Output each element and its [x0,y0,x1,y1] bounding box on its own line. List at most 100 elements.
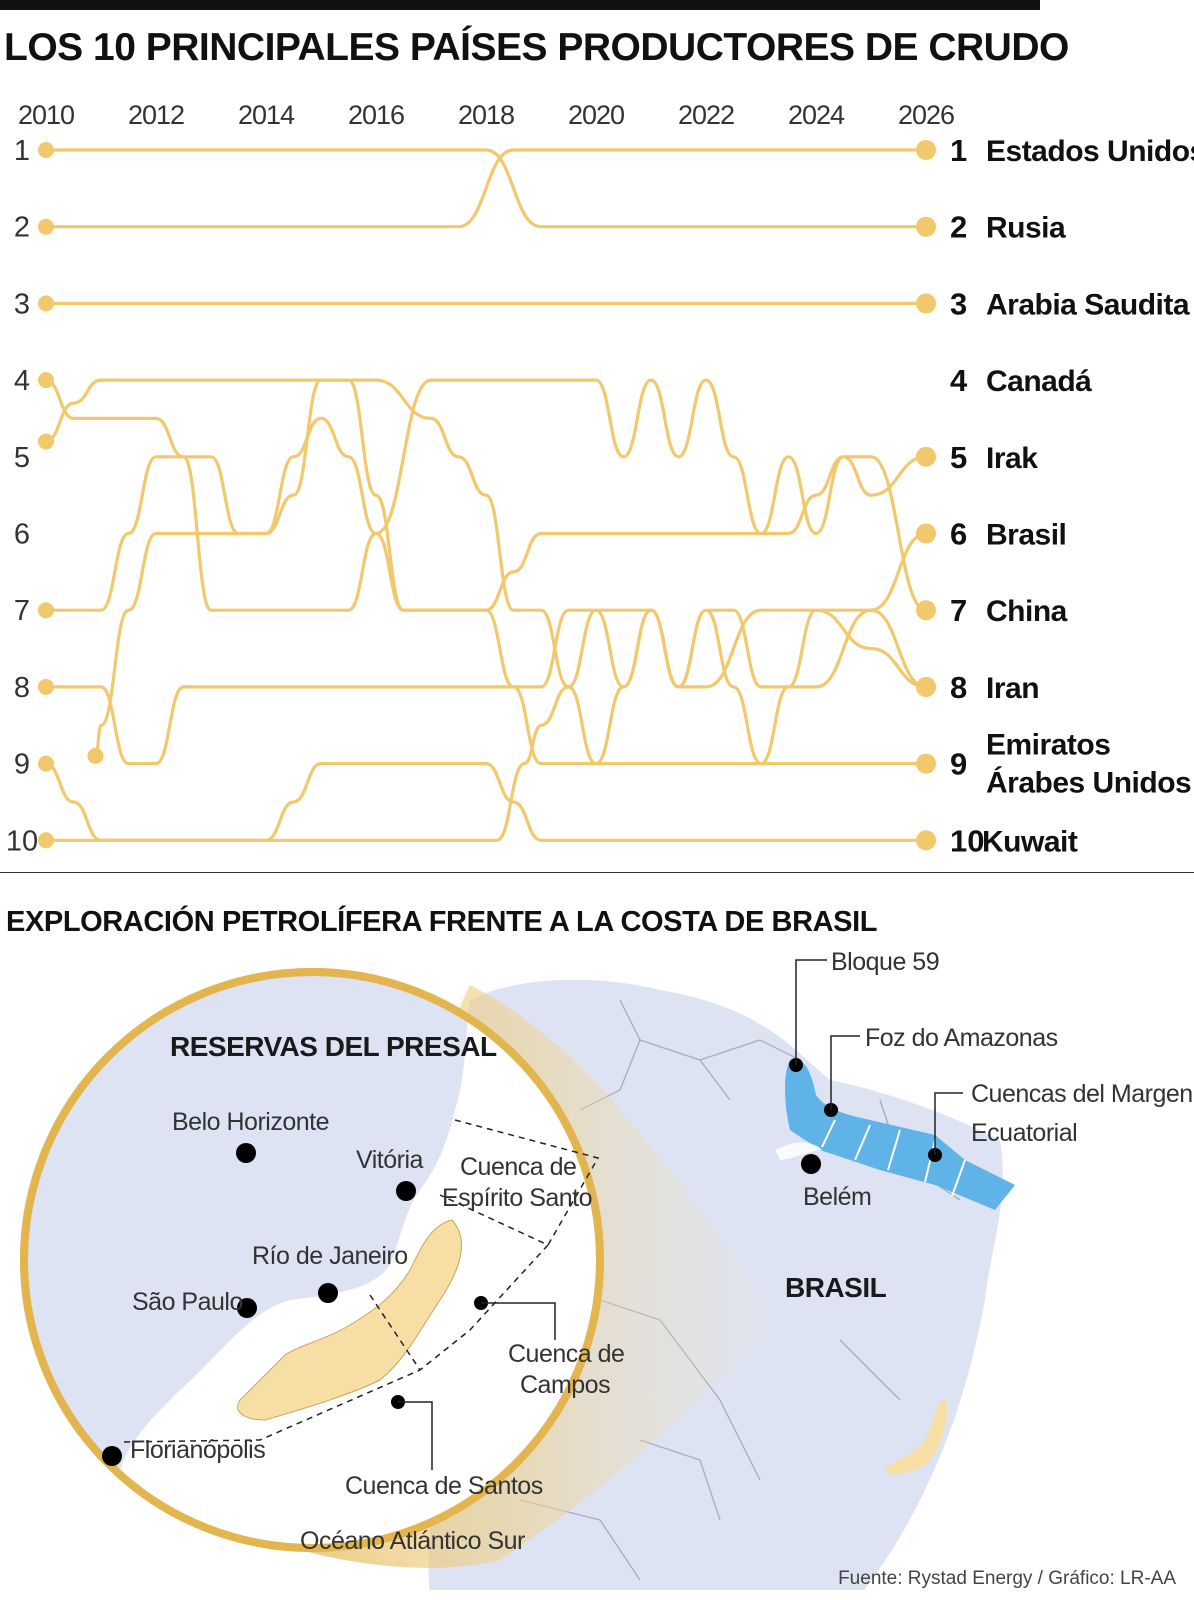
y-tick-label: 5 [14,442,30,474]
y-tick-label: 6 [14,519,30,551]
x-tick-label: 2010 [18,100,74,130]
y-tick-label: 7 [14,595,30,627]
city-dot-florianopolis [102,1446,122,1466]
y-tick-label: 2 [14,212,30,244]
end-rank-label: 6 [950,517,967,552]
callout-label-foz: Foz do Amazonas [865,1024,1058,1052]
series-end-dot [916,446,936,467]
series-start-dot [38,755,54,772]
end-country-label: Emiratos [986,729,1110,762]
city-label-florianopolis: Florianópolis [130,1436,265,1464]
ocean-label: Océano Atlántico Sur [300,1527,525,1555]
basin-label-santos: Cuenca de Santos [345,1472,543,1500]
country-label-brasil: BRASIL [785,1272,887,1303]
end-country-label: Arabia Saudita [986,288,1190,321]
city-dot-rio [318,1283,338,1303]
series-line [46,378,927,766]
end-country-label: Iran [986,672,1039,705]
series-line [93,416,926,766]
basin-label-campos-2: Campos [520,1371,610,1399]
amazon-delta [775,1142,822,1160]
map-title: EXPLORACIÓN PETROLÍFERA FRENTE A LA COST… [6,906,878,938]
series-line [45,378,927,612]
series-line [46,148,926,229]
y-tick-label: 9 [14,749,30,781]
series-start-dot [38,678,54,695]
end-country-label: Árabes Unidos [986,766,1191,800]
end-country-label: China [986,595,1068,628]
basin-boundaries [119,1119,600,1443]
end-rank-label: 2 [950,210,967,245]
presal-area-small [884,1398,947,1475]
end-rank-label: 5 [950,440,967,475]
x-axis-tick-labels: 2010 2012 2014 2016 2018 2020 2022 2024 2026 [18,100,955,130]
end-country-label: Brasil [986,519,1066,552]
callout-line-foz [830,1035,860,1110]
series-start-dot [38,433,54,450]
x-tick-label: 2022 [678,100,734,130]
end-rank-label: 3 [950,286,967,321]
callout-label-margen-1: Cuencas del Margen [971,1080,1193,1108]
end-rank-label: 9 [950,747,967,782]
equatorial-margin-blocks [785,1059,1015,1210]
x-tick-label: 2014 [238,100,295,130]
series-end-dot [916,293,936,314]
end-rank-label: 4 [950,363,968,398]
city-label-vitoria: Vitória [356,1146,424,1174]
series-end-dot [916,140,936,160]
x-tick-label: 2026 [898,100,954,130]
callout-label-bloque-59: Bloque 59 [831,948,939,976]
y-tick-label: 1 [14,135,30,167]
callout-line-santos [398,1401,433,1470]
end-rank-label: 1 [950,133,967,168]
city-label-belem: Belém [803,1183,871,1211]
series-start-dot [38,218,54,235]
chart-title: LOS 10 PRINCIPALES PAÍSES PRODUCTORES DE… [4,26,1069,69]
x-tick-label: 2012 [128,100,184,130]
end-country-label: Rusia [986,212,1066,245]
section-divider [0,872,1194,873]
inset-ocean [120,1018,596,1549]
series-line [46,148,926,229]
end-labels: 1 Estados Unidos 2 Rusia 3 Arabia Saudita 4 Can… [950,133,1194,858]
series-end-dot [916,523,936,544]
series-line [46,608,927,842]
callout-line-bloque-59 [795,959,827,1065]
series-end-dot [916,676,936,697]
source-credit: Fuente: Rystad Energy / Gráfico: LR-AA [838,1568,1176,1589]
series-start-dot [38,142,54,158]
end-rank-label: 8 [950,670,967,705]
series-start-dot [38,295,54,312]
end-country-label: Estados Unidos [986,135,1194,168]
city-dot-sao-paulo [237,1298,257,1318]
city-dot-belem [801,1154,821,1174]
inset-circle-border [20,968,604,1552]
series-end-dot [916,753,936,774]
series-start-dot [38,832,54,849]
series-line [45,378,927,612]
top-rule [0,0,1040,10]
end-rank-label: 10 [950,823,984,858]
y-tick-label: 10 [6,825,38,857]
end-country-label: Kuwait [982,825,1078,858]
bump-chart: 2010 2012 2014 2016 2018 2020 2022 2024 2026 1 2 3… [6,100,1194,858]
basin-label-espirito-santo-1: Cuenca de [460,1153,576,1181]
inset-title: RESERVAS DEL PRESAL [170,1031,497,1062]
city-dot-vitoria [396,1181,416,1201]
y-tick-label: 4 [14,365,30,397]
series-start-dot [38,372,54,389]
callout-line-margen [934,1092,963,1155]
basin-label-espirito-santo-2: Espírito Santo [442,1184,592,1212]
city-label-belo-horizonte: Belo Horizonte [172,1108,329,1136]
y-axis-rank-labels: 1 2 3 4 5 6 7 8 9 10 [6,135,38,857]
callout-line-campos [481,1302,556,1340]
city-label-sao-paulo: São Paulo [132,1288,243,1316]
series-end-dot [916,600,936,621]
x-tick-label: 2018 [458,100,514,130]
series-start-dot [87,747,104,764]
end-rank-label: 7 [950,593,967,628]
y-tick-label: 8 [14,672,30,704]
basin-label-campos-1: Cuenca de [508,1340,624,1368]
callout-label-margen-2: Ecuatorial [971,1119,1077,1147]
